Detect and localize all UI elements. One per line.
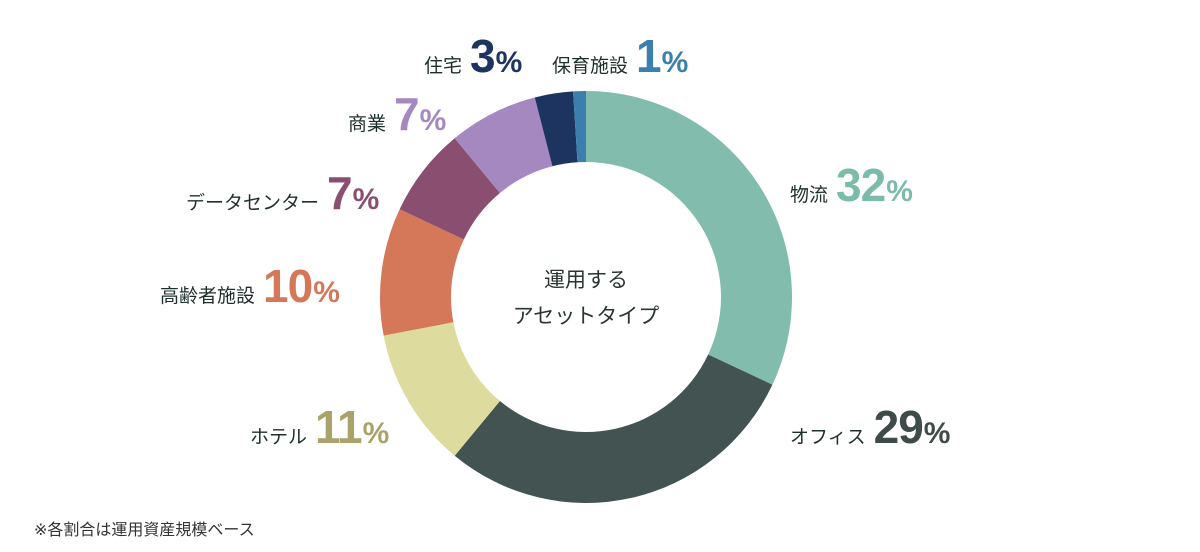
slice-label-name: 物流 [790, 184, 829, 206]
donut-slice-5 [454, 97, 553, 193]
donut-center-label: 運用する アセットタイプ [486, 262, 686, 334]
slice-label-percent: % [661, 46, 689, 79]
slice-label-value: 7 [327, 167, 353, 219]
slice-label-value: 3 [470, 30, 496, 82]
donut-slice-1 [454, 354, 773, 504]
slice-label-value: 29 [873, 401, 924, 453]
donut-slice-6 [534, 91, 578, 167]
slice-label-hotel: ホテル 11 % [250, 404, 389, 450]
slice-label-percent: % [313, 276, 340, 309]
donut-slice-3 [380, 209, 464, 336]
slice-label-percent: % [419, 104, 447, 137]
slice-label-name: 高齢者施設 [160, 285, 256, 307]
slice-label-value: 10 [263, 260, 313, 312]
donut-slice-2 [383, 322, 500, 456]
center-label-line-2: アセットタイプ [512, 304, 660, 328]
footnote: ※各割合は運用資産規模ベース [34, 520, 255, 539]
center-label-line-1: 運用する [544, 268, 628, 292]
slice-label-name: 保育施設 [552, 55, 629, 77]
slice-label-name: データセンター [186, 192, 320, 214]
slice-label-value: 11 [315, 401, 363, 453]
slice-label-value: 32 [836, 159, 886, 211]
donut-slice-0 [586, 91, 793, 385]
slice-label-senior-facility: 高齢者施設 10 % [160, 263, 340, 309]
donut-slice-7 [573, 91, 586, 163]
slice-label-percent: % [352, 183, 380, 216]
slice-label-name: ホテル [250, 426, 308, 448]
slice-label-childcare: 保育施設 1 % [552, 33, 688, 79]
slice-label-percent: % [923, 417, 951, 450]
slice-label-name: 商業 [348, 113, 387, 135]
slice-label-value: 7 [394, 88, 420, 140]
slice-label-logistics: 物流 32 % [790, 162, 913, 208]
slice-label-data-center: データセンター 7 % [186, 170, 379, 216]
slice-label-percent: % [495, 46, 523, 79]
slice-label-value: 1 [636, 30, 662, 82]
slice-label-percent: % [886, 175, 913, 208]
slice-label-name: オフィス [790, 426, 866, 448]
slice-label-residential: 住宅 3 % [424, 33, 522, 79]
donut-slice-4 [399, 138, 500, 240]
slice-label-name: 住宅 [424, 55, 463, 77]
slice-label-retail: 商業 7 % [348, 91, 446, 137]
slice-label-percent: % [362, 417, 390, 450]
slice-label-office: オフィス 29 % [790, 404, 950, 450]
